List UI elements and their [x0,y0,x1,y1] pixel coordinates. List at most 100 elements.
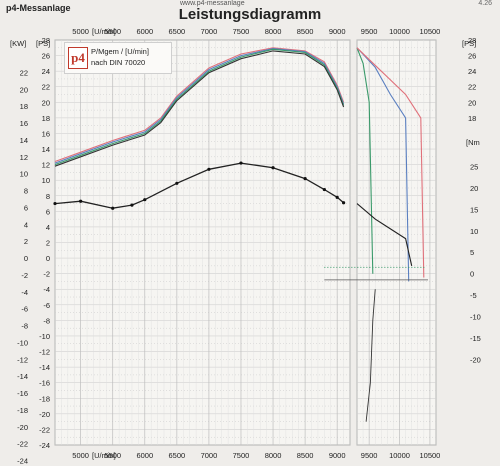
right-series-line-1 [356,47,410,282]
x-tick-label-bottom: 7000 [201,451,218,460]
ps-tick-label: 0 [46,254,50,263]
ps-tick-label: 18 [42,114,50,123]
ps-tick-label: 22 [42,83,50,92]
legend-line-1: P/Mgem / [U/min] [91,47,149,56]
kw-tick-label: -10 [17,338,28,347]
series-line-3 [54,50,345,167]
ps-tick-label: 28 [42,36,50,45]
nm-tick-label: 5 [470,248,474,257]
torque-point [53,201,57,206]
torque-point [130,203,134,207]
nm-tick-label: 25 [470,163,478,172]
kw-tick-label: -8 [21,322,28,331]
ps-tick-label: -16 [39,379,50,388]
x-tick-label-bottom: 10000 [389,451,410,460]
ps-tick-label: 20 [42,98,50,107]
kw-tick-label: 20 [20,85,28,94]
ps-tick-label: -4 [43,285,50,294]
x-tick-label-top: 9000 [329,27,346,36]
x-tick-label-bottom: 9500 [361,451,378,460]
x-tick-label-bottom: 6500 [169,451,186,460]
torque-point [322,187,326,192]
ps-right-tick-label: 26 [468,52,476,61]
x-tick-label-bottom: 8500 [297,451,314,460]
ps-unit-label: [PS] [36,39,50,48]
x-tick-label-bottom: 6000 [136,451,153,460]
torque-point [341,201,346,205]
right-series-line-2 [356,47,425,278]
header-right-label: 4.26 [478,0,492,7]
p4-logo-icon: p4 [68,47,88,69]
x-tick-label-bottom: 9000 [329,451,346,460]
x-tick-label-top: 7000 [201,27,218,36]
torque-point [335,195,339,199]
right-series-line-3 [356,203,413,267]
ps-tick-label: 2 [46,239,50,248]
ps-tick-label: 12 [42,161,50,170]
kw-tick-label: -24 [17,457,28,466]
chart-title: Leistungsdiagramm [178,6,322,23]
kw-tick-label: 2 [24,237,28,246]
header-url: www.p4-messanlage [180,0,245,7]
nm-unit-label: [Nm [466,138,480,147]
ps-tick-label: 10 [42,176,50,185]
ps-tick-label: -8 [43,316,50,325]
ps-tick-label: -22 [39,425,50,434]
torque-point [175,181,179,185]
nm-tick-label: -15 [470,334,481,343]
kw-tick-label: 14 [20,136,28,145]
right-series-line-0 [356,47,374,274]
x-tick-label-top: 8000 [265,27,282,36]
kw-tick-label: 18 [20,102,28,111]
x-tick-label-top: 10000 [389,27,410,36]
ps-tick-label: -10 [39,332,50,341]
ps-right-tick-label: 22 [468,83,476,92]
x-tick-label-bottom: 8000 [265,451,282,460]
x-tick-label-top: 6500 [169,27,186,36]
kw-tick-label: 6 [24,203,28,212]
ps-tick-label: 4 [46,223,50,232]
kw-tick-label: 22 [20,68,28,77]
kw-tick-label: -2 [21,271,28,280]
ps-right-tick-label: 20 [468,98,476,107]
torque-point [271,166,275,170]
x-tick-label-top: 7500 [233,27,250,36]
coastdown-trace [365,289,376,422]
ps-tick-label: 6 [46,207,50,216]
ps-tick-label: -2 [43,270,50,279]
x-tick-label-bottom: 5500 [104,451,121,460]
x-tick-label-top: 5500 [104,27,121,36]
legend-box: p4 P/Mgem / [U/min] nach DIN 70020 [64,42,172,74]
kw-tick-label: -14 [17,372,28,381]
nm-tick-label: -20 [470,355,481,364]
kw-tick-label: -6 [21,305,28,314]
x-tick-label-top: 8500 [297,27,314,36]
torque-point [207,167,211,171]
kw-tick-label: -18 [17,406,28,415]
kw-tick-label: -16 [17,389,28,398]
ps-right-unit-label: [PS] [462,39,476,48]
nm-tick-label: 0 [470,270,474,279]
ps-tick-label: 24 [42,67,50,76]
x-tick-label-top: 9500 [361,27,378,36]
ps-tick-label: -20 [39,410,50,419]
ps-tick-label: 26 [42,52,50,61]
torque-point [239,161,243,165]
ps-tick-label: -12 [39,348,50,357]
ps-tick-label: 8 [46,192,50,201]
kw-tick-label: 10 [20,170,28,179]
torque-point [111,206,115,210]
kw-tick-label: -22 [17,440,28,449]
kw-tick-label: -20 [17,423,28,432]
kw-tick-label: -12 [17,355,28,364]
kw-tick-label: 12 [20,153,28,162]
rpm-unit-label-top: [U/min] [92,27,116,36]
nm-tick-label: 10 [470,227,478,236]
x-tick-label-top: 5000 [72,27,89,36]
torque-point [143,198,147,202]
kw-tick-label: 16 [20,119,28,128]
kw-tick-label: -4 [21,288,28,297]
series-line-1 [54,48,345,164]
rpm-unit-label-bottom: [U/min] [92,451,116,460]
